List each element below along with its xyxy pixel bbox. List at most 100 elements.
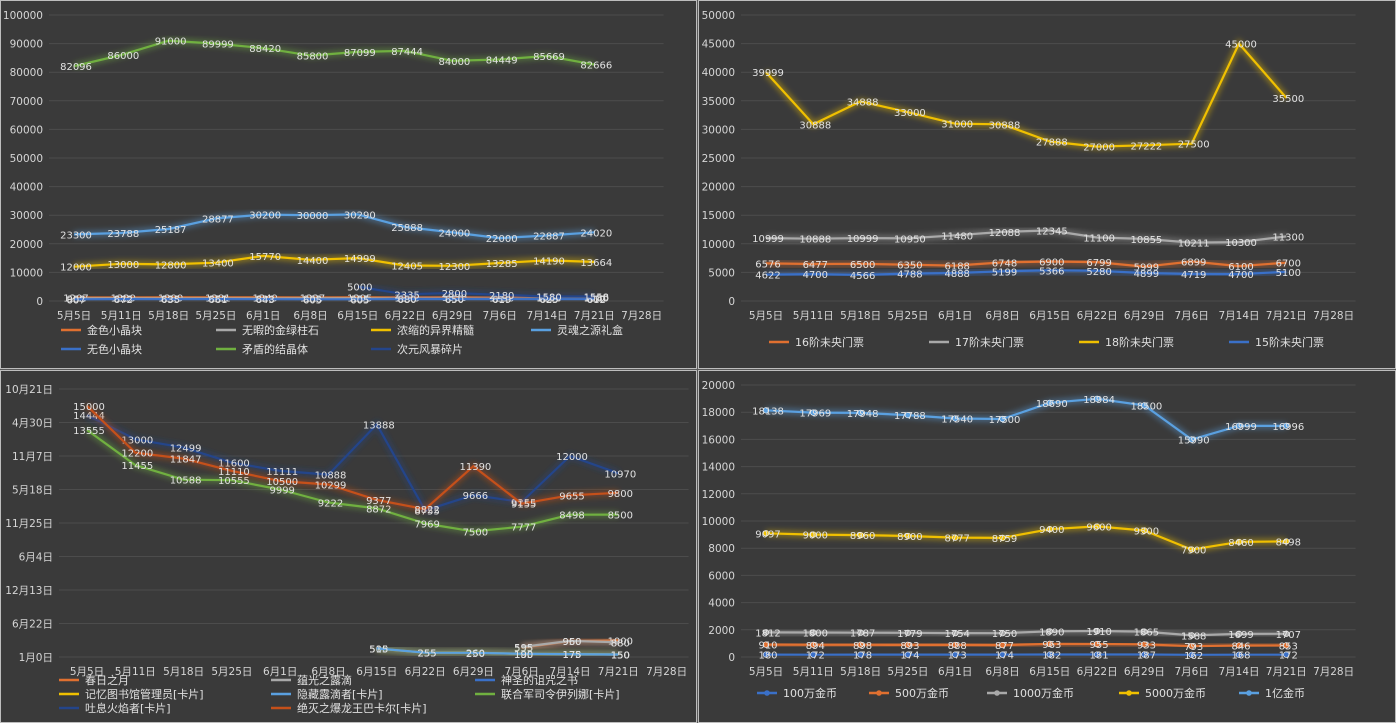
data-label: 1800 (803, 629, 828, 640)
data-label: 6576 (755, 259, 780, 270)
data-label: 5199 (992, 267, 1017, 278)
x-tick-label: 7月6日 (483, 310, 517, 322)
y-tick-label: 80000 (10, 67, 43, 79)
data-label: 853 (1279, 641, 1298, 652)
data-label: 175 (562, 650, 581, 661)
data-label: 10500 (266, 477, 298, 488)
x-tick-label: 6月1日 (938, 310, 972, 322)
y-tick-label: 70000 (10, 96, 43, 108)
legend-label: 次元风暴碎片 (397, 342, 463, 356)
data-label: 7500 (463, 527, 488, 538)
data-label: 10855 (1130, 235, 1162, 246)
x-tick-label: 6月15日 (356, 666, 397, 678)
legend-label: 100万金币 (783, 686, 837, 700)
y-tick-label: 18000 (702, 407, 735, 419)
data-label: 28877 (202, 214, 234, 225)
data-label: 10211 (1178, 239, 1210, 250)
legend-label: 蕴光之露滴 (297, 673, 352, 687)
legend-label: 5000万金币 (1145, 686, 1206, 700)
y-tick-label: 10月21日 (5, 384, 53, 396)
data-label: 16996 (1272, 422, 1304, 433)
data-label: 33000 (894, 108, 926, 119)
data-label: 5000 (347, 283, 372, 294)
x-tick-label: 7月14日 (526, 310, 567, 322)
data-label: 8960 (850, 531, 875, 542)
x-tick-label: 5月5日 (749, 666, 783, 678)
data-label: 1787 (850, 629, 875, 640)
data-label: 30290 (344, 210, 376, 221)
data-label: 27222 (1130, 141, 1162, 152)
data-label: 13400 (202, 259, 234, 270)
data-label: 250 (466, 649, 485, 660)
legend-label: 灵魂之源礼盒 (557, 323, 623, 337)
data-label: 10970 (604, 469, 636, 480)
data-label: 18500 (1130, 401, 1162, 412)
data-label: 23788 (107, 229, 139, 240)
data-label: 87099 (344, 48, 376, 59)
data-label: 793 (1184, 642, 1203, 653)
data-label: 17948 (847, 409, 879, 420)
data-label: 4719 (1181, 270, 1206, 281)
data-label: 255 (418, 649, 437, 660)
data-label: 12000 (556, 452, 588, 463)
chart-panel-top-left: 0100002000030000400005000060000700008000… (0, 0, 697, 369)
data-label: 894 (806, 641, 825, 652)
x-tick-label: 7月21日 (598, 666, 639, 678)
data-label: 8822 (414, 505, 439, 516)
data-label: 174 (900, 651, 919, 662)
x-tick-label: 5月25日 (211, 666, 252, 678)
data-label: 24000 (438, 228, 470, 239)
data-label: 17969 (799, 409, 831, 420)
data-label: 515 (369, 644, 388, 655)
x-tick-label: 5月25日 (195, 310, 236, 322)
x-tick-label: 6月29日 (453, 666, 494, 678)
y-tick-label: 20000 (702, 380, 735, 392)
legend-label: 金色小晶块 (87, 323, 142, 337)
legend-label: 神圣的诅咒之书 (501, 673, 578, 687)
chart-ticket-prices: 0500010000150002000025000300003500040000… (699, 1, 1396, 369)
data-label: 7969 (414, 520, 439, 531)
legend-marker (876, 690, 882, 696)
data-label: 10588 (170, 476, 202, 487)
x-tick-label: 7月6日 (1175, 666, 1209, 678)
x-tick-label: 6月29日 (432, 310, 473, 322)
x-tick-label: 7月28日 (1313, 310, 1354, 322)
data-label: 2180 (489, 291, 514, 302)
data-label: 13000 (107, 260, 139, 271)
data-label: 178 (853, 651, 872, 662)
data-label: 12345 (1036, 226, 1068, 237)
data-label: 643 (256, 295, 275, 306)
x-tick-label: 6月22日 (405, 666, 446, 678)
data-label: 17540 (941, 414, 973, 425)
legend-label: 矛盾的结晶体 (242, 342, 308, 356)
data-label: 84449 (486, 55, 518, 66)
data-label: 5100 (1276, 268, 1301, 279)
data-label: 4700 (1228, 270, 1253, 281)
x-tick-label: 5月11日 (101, 310, 142, 322)
x-tick-label: 6月15日 (1029, 310, 1070, 322)
y-tick-label: 10000 (10, 267, 43, 279)
x-tick-label: 7月21日 (1266, 666, 1307, 678)
y-tick-label: 16000 (702, 434, 735, 446)
data-label: 8498 (1276, 537, 1301, 548)
data-label: 6500 (850, 260, 875, 271)
data-label: 30200 (249, 211, 281, 222)
x-tick-label: 6月1日 (938, 666, 972, 678)
legend-label: 18阶未央门票 (1105, 335, 1174, 349)
data-label: 1707 (1276, 630, 1301, 641)
data-label: 10299 (315, 480, 347, 491)
data-label: 91000 (155, 37, 187, 48)
data-label: 23300 (60, 230, 92, 241)
x-tick-label: 5月18日 (840, 310, 881, 322)
data-label: 1812 (755, 628, 780, 639)
data-label: 4899 (1134, 269, 1159, 280)
x-tick-label: 6月29日 (1124, 310, 1165, 322)
y-tick-label: 2000 (708, 625, 735, 637)
data-label: 9400 (1039, 525, 1064, 536)
x-tick-label: 6月1日 (263, 666, 297, 678)
data-label: 877 (995, 641, 1014, 652)
data-label: 85800 (297, 52, 329, 63)
data-label: 8777 (944, 534, 969, 545)
data-label: 12405 (391, 262, 423, 273)
legend-label: 17阶未央门票 (955, 335, 1024, 349)
